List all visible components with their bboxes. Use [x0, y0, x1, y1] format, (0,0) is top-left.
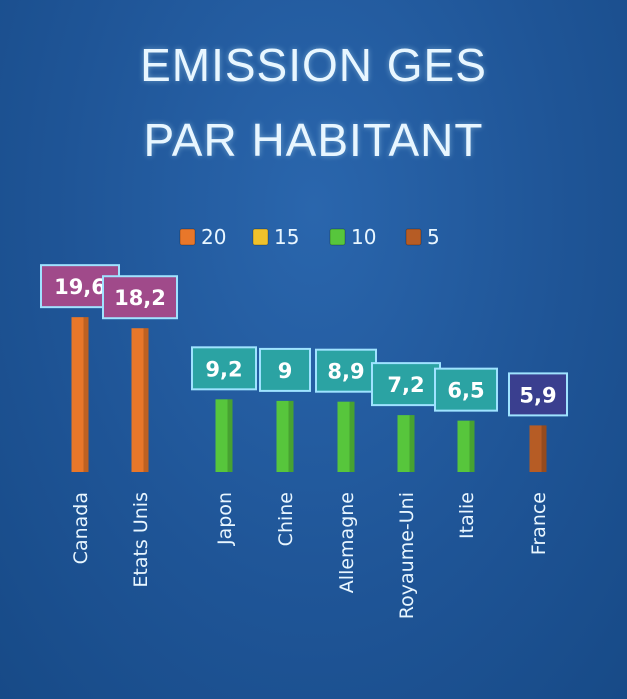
category-label: France: [528, 492, 550, 555]
bar-group: 6,5 Italie: [434, 367, 498, 539]
data-label: 18,2: [114, 286, 166, 310]
legend-label: 20: [201, 225, 226, 249]
bar-group: 8,9 Allemagne: [315, 348, 377, 593]
data-label: 7,2: [387, 373, 424, 397]
legend-swatch: [405, 228, 422, 246]
legend-item: 10: [329, 225, 376, 249]
bar-group: 9 Chine: [259, 347, 311, 546]
data-label: 9,2: [205, 357, 242, 381]
legend-swatch: [179, 228, 196, 246]
bar: [397, 415, 415, 472]
bar: [457, 420, 475, 472]
bar-shade: [541, 425, 547, 472]
bar-group: 7,2 Royaume-Uni: [371, 362, 441, 619]
data-label-box: [191, 346, 257, 391]
legend-item: 15: [252, 225, 299, 249]
data-label: 8,9: [327, 360, 364, 384]
data-label-box: [315, 348, 377, 393]
bar: [131, 328, 149, 472]
data-label-box: [102, 275, 178, 320]
data-label: 6,5: [447, 379, 484, 403]
legend-label: 10: [351, 225, 376, 249]
category-label: Canada: [70, 492, 92, 564]
legend-swatch: [252, 228, 269, 246]
bar-shade: [409, 415, 415, 472]
bar-shade: [349, 401, 355, 472]
bar-group: 9,2 Japon: [191, 346, 257, 546]
legend-swatch: [329, 228, 346, 246]
data-label: 19,6: [54, 275, 106, 299]
bar-group: 18,2 Etats Unis: [102, 275, 178, 588]
bar-shade: [83, 317, 89, 472]
data-label-box: [434, 367, 498, 412]
bar-shade: [288, 400, 294, 472]
data-label-box: [508, 372, 568, 417]
legend-item: 5: [405, 225, 440, 249]
data-label-box: [259, 347, 311, 392]
bar-shade: [227, 399, 233, 472]
data-label: 5,9: [519, 383, 556, 407]
legend-item: 20: [179, 225, 226, 249]
category-label: Japon: [214, 492, 236, 546]
legend-label: 5: [427, 225, 440, 249]
bar-group: 19,6 Canada: [40, 264, 120, 564]
category-label: Allemagne: [336, 492, 358, 593]
category-label: Etats Unis: [130, 492, 152, 588]
bar: [71, 317, 89, 472]
data-label-box: [371, 362, 441, 407]
chart-title-line-1: EMISSION GES: [140, 39, 487, 91]
bar-group: 5,9 France: [508, 372, 568, 555]
category-label: Royaume-Uni: [396, 492, 418, 619]
category-label: Italie: [456, 492, 478, 539]
bar: [215, 399, 233, 472]
bar: [337, 401, 355, 472]
data-label: 9: [278, 359, 293, 383]
bar-shade: [469, 420, 475, 472]
bar: [276, 400, 294, 472]
bar-shade: [143, 328, 149, 472]
chart-title-line-2: PAR HABITANT: [143, 114, 484, 166]
bar: [529, 425, 547, 472]
category-label: Chine: [275, 492, 297, 546]
legend-label: 15: [274, 225, 299, 249]
